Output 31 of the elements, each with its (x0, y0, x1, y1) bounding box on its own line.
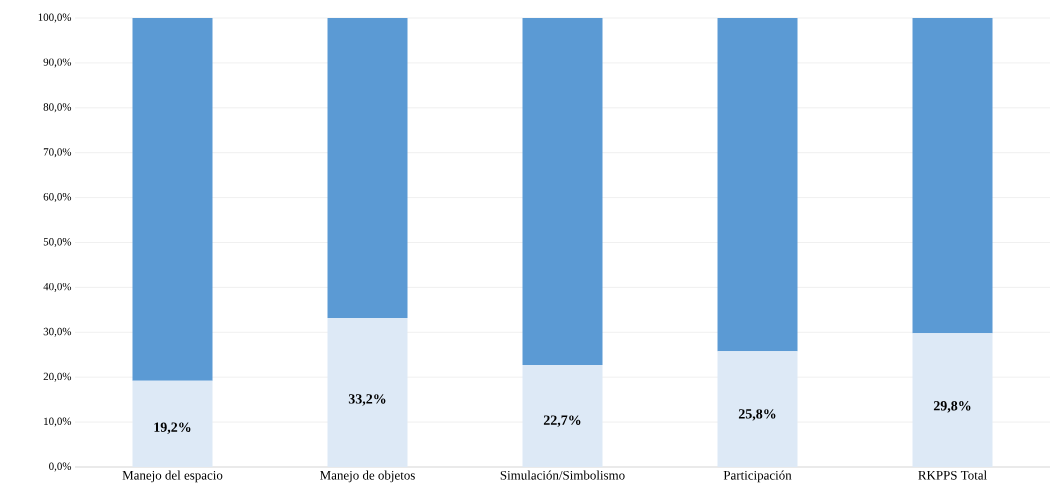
data-label: 19,2% (154, 422, 191, 434)
y-tick-label: 80,0% (43, 103, 72, 113)
y-tick-label: 60,0% (43, 193, 72, 203)
x-tick-label: Participación (723, 470, 792, 483)
y-tick-label: 30,0% (43, 327, 72, 337)
y-tick-label: 0,0% (49, 462, 72, 472)
x-tick-label: Manejo de objetos (320, 470, 415, 483)
y-tick-label: 20,0% (43, 372, 72, 382)
x-tick-label: Manejo del espacio (122, 470, 223, 483)
data-label: 33,2% (348, 394, 386, 406)
bar (132, 380, 213, 467)
data-label: 22,7% (543, 415, 581, 427)
bar (327, 317, 408, 467)
y-tick-label: 50,0% (43, 238, 72, 247)
y-tick-label: 10,0% (44, 417, 72, 427)
y-tick-label: 90,0% (43, 58, 72, 68)
y-tick-label: 40,0% (43, 282, 72, 292)
bar (717, 351, 798, 467)
x-tick-label: RKPPS Total (918, 470, 987, 480)
bar (717, 18, 798, 352)
bar (132, 18, 213, 381)
bar (522, 365, 603, 467)
bar (912, 333, 993, 467)
y-tick-label: 70,0% (43, 148, 72, 158)
data-label: 25,8% (738, 409, 776, 421)
y-tick-label: 100,0% (38, 13, 72, 23)
data-label: 29,8% (933, 401, 971, 413)
bar (327, 18, 408, 318)
bar (522, 18, 603, 366)
bar (912, 18, 993, 334)
x-tick-label: Simulación/Simbolismo (500, 470, 625, 480)
